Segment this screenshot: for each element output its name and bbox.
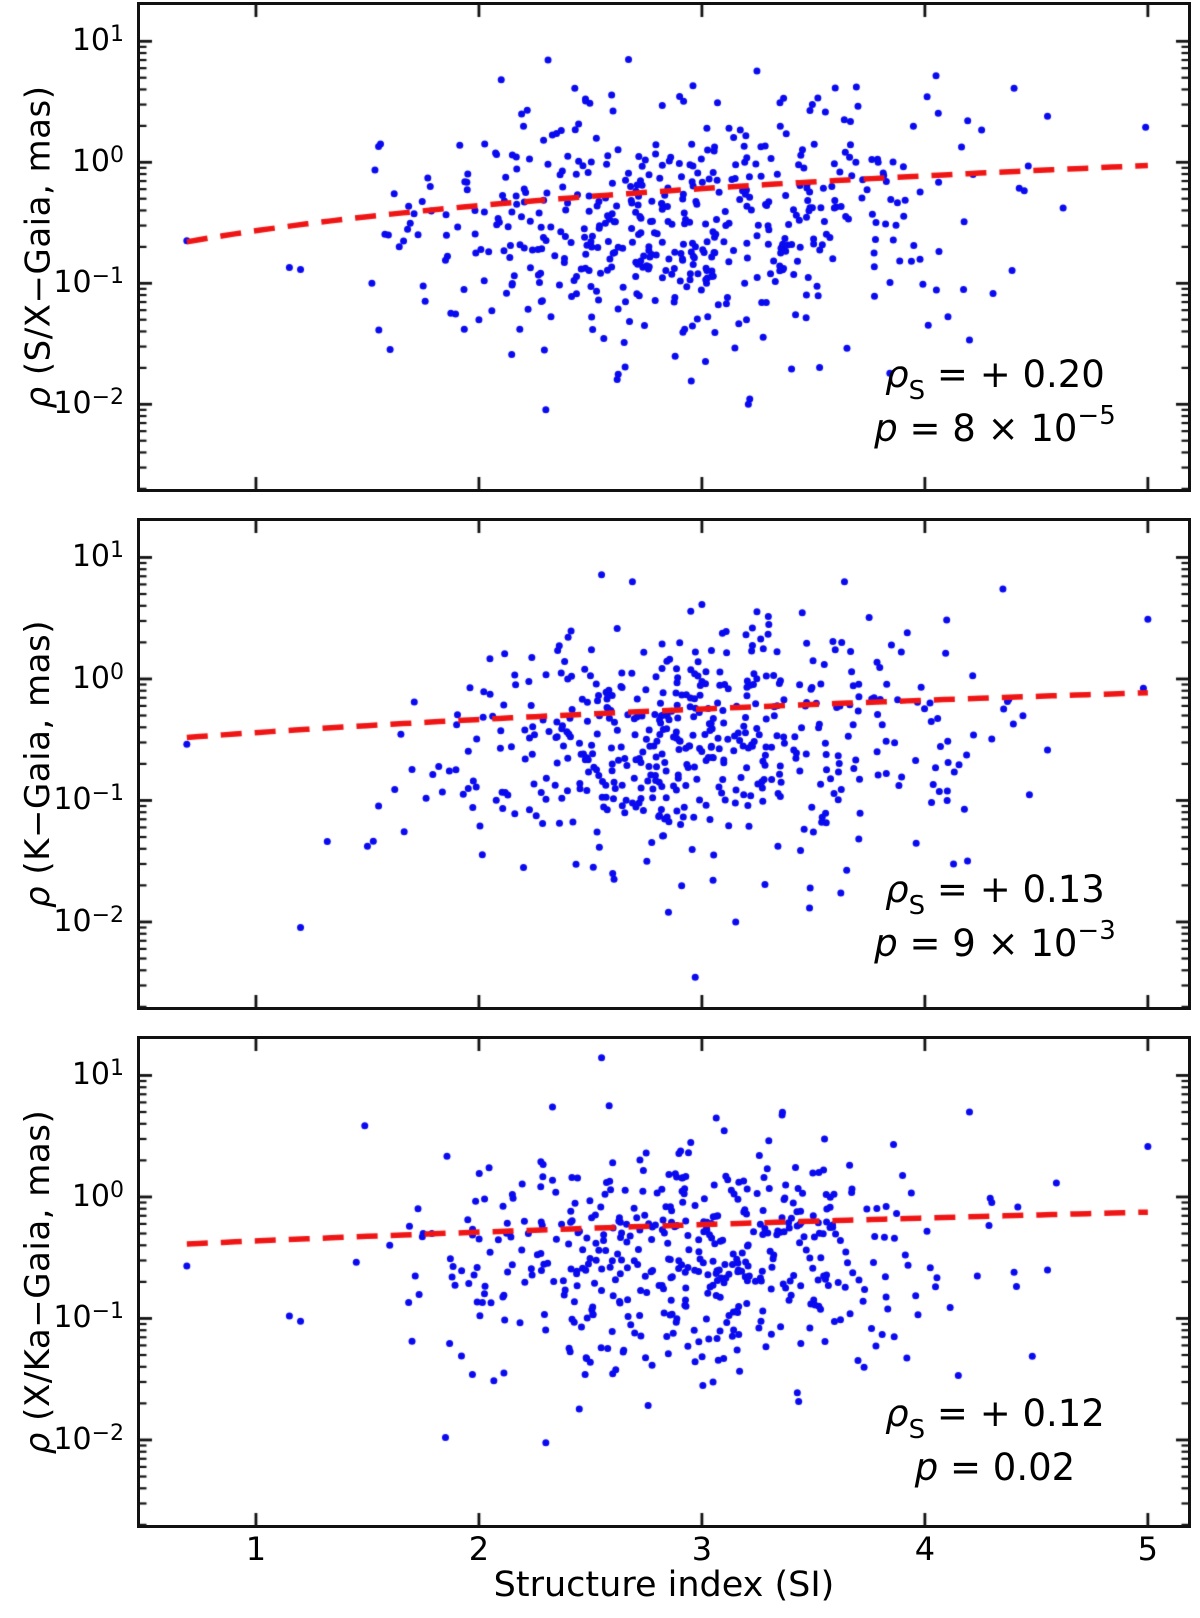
x-tick-label: 2 bbox=[468, 1530, 490, 1568]
y-tick-label: 100 bbox=[71, 1177, 124, 1214]
x-tick-label: 4 bbox=[914, 1530, 936, 1568]
scatter-plot-xka-gaia bbox=[137, 1036, 1191, 1528]
y-tick-label: 101 bbox=[71, 538, 124, 575]
y-tick-label: 10−1 bbox=[53, 1299, 124, 1336]
y-tick-label: 10−1 bbox=[53, 781, 124, 818]
spearman-coefficient: ρS = + 0.13 bbox=[885, 868, 1105, 922]
x-tick-label: 3 bbox=[691, 1530, 713, 1568]
x-tick-labels: 1 2 3 4 5 bbox=[140, 1530, 1188, 1570]
y-tick-label: 101 bbox=[71, 1056, 124, 1093]
x-tick-label: 1 bbox=[245, 1530, 267, 1568]
stats-annotation-sx-gaia: ρS = + 0.20 p = 8 × 10−5 bbox=[830, 348, 1160, 456]
p-value: p = 0.02 bbox=[914, 1446, 1076, 1489]
y-tick-label: 10−2 bbox=[53, 902, 124, 939]
stats-annotation-xka-gaia: ρS = + 0.12 p = 0.02 bbox=[830, 1387, 1160, 1495]
y-tick-label: 101 bbox=[71, 22, 124, 59]
scatter-plot-sx-gaia bbox=[137, 2, 1191, 492]
y-tick-labels-xka-gaia: 101 100 10−1 10−2 bbox=[0, 1039, 132, 1525]
y-tick-labels-k-gaia: 101 100 10−1 10−2 bbox=[0, 521, 132, 1007]
y-tick-label: 100 bbox=[71, 143, 124, 180]
spearman-coefficient: ρS = + 0.12 bbox=[885, 1392, 1105, 1446]
p-value: p = 8 × 10−5 bbox=[874, 400, 1116, 450]
y-tick-label: 10−1 bbox=[53, 264, 124, 301]
p-value: p = 9 × 10−3 bbox=[874, 915, 1116, 965]
x-tick-label: 5 bbox=[1137, 1530, 1159, 1568]
spearman-coefficient: ρS = + 0.20 bbox=[885, 353, 1105, 407]
scatter-plot-k-gaia bbox=[137, 518, 1191, 1010]
y-tick-label: 10−2 bbox=[53, 1420, 124, 1457]
stats-annotation-k-gaia: ρS = + 0.13 p = 9 × 10−3 bbox=[830, 863, 1160, 971]
y-tick-labels-sx-gaia: 101 100 10−1 10−2 bbox=[0, 5, 132, 489]
x-axis-label: Structure index (SI) bbox=[493, 1565, 835, 1605]
y-tick-label: 100 bbox=[71, 659, 124, 696]
y-tick-label: 10−2 bbox=[53, 385, 124, 422]
